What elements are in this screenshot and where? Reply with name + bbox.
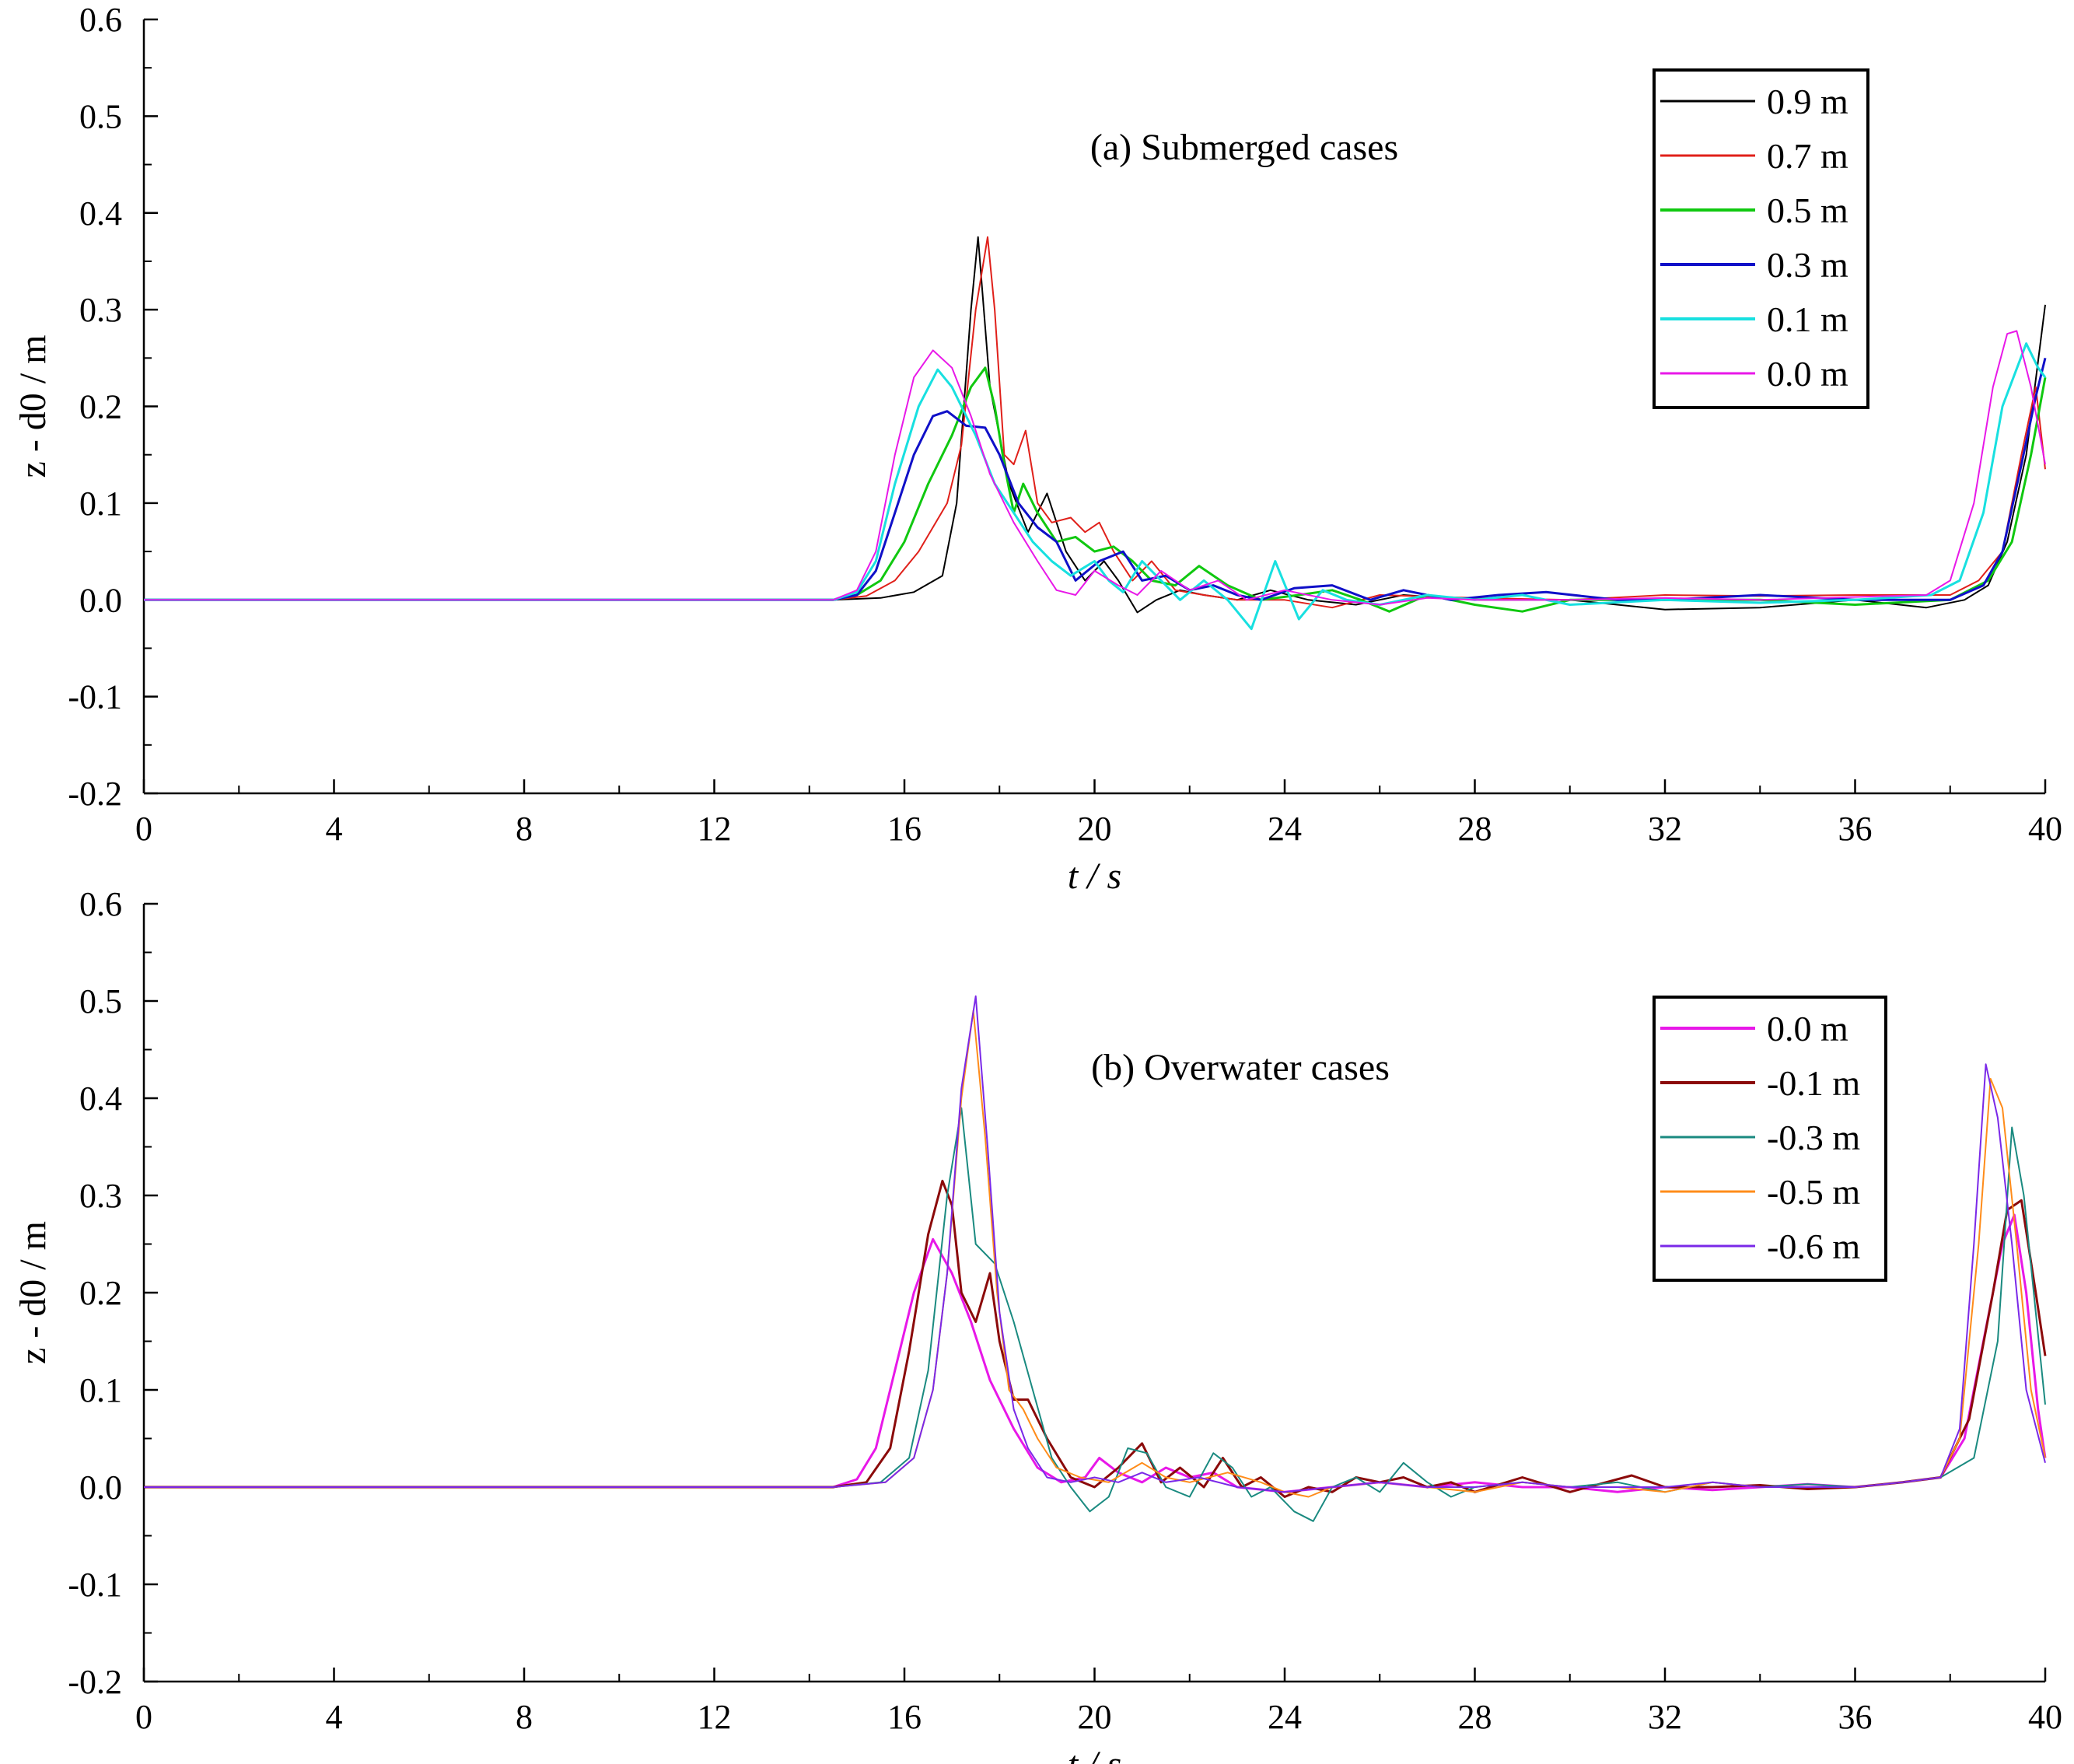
x-tick-label: 36 [1838, 810, 1873, 848]
chart-panel-b: -0.2 -0.1 0.0 0.1 0.2 0.3 0.4 0.5 0.6 0 4 8 12 16 20 24… [12, 885, 2062, 1764]
x-axis-title: t / s [1068, 1744, 1121, 1764]
y-tick-label: 0.1 [79, 1371, 122, 1409]
legend-label: 0.3 m [1767, 245, 1848, 285]
y-tick-label: 0.5 [79, 97, 122, 135]
y-axis-title: z - d0 / m [12, 1221, 54, 1364]
legend-label: 0.0 m [1767, 354, 1848, 394]
y-tick-label: -0.2 [68, 775, 122, 813]
legend-box [1653, 68, 1869, 409]
y-tick-label: 0.4 [79, 1080, 122, 1118]
x-tick-label: 28 [1458, 1698, 1492, 1736]
legend-label: 0.1 m [1767, 299, 1848, 339]
y-tick-label: 0.3 [79, 291, 122, 329]
x-tick-label: 0 [135, 1698, 152, 1736]
series-line-4 [144, 342, 2047, 631]
x-tick-label: 4 [326, 810, 343, 848]
panel-annotation: (b) Overwater cases [1091, 1047, 1390, 1088]
y-tick-label: -0.1 [68, 1566, 122, 1604]
x-tick-label: 20 [1078, 810, 1112, 848]
x-tick-label: 16 [887, 1698, 922, 1736]
y-tick-label: 0.6 [79, 1, 122, 39]
x-tick-label: 32 [1648, 1698, 1682, 1736]
series-line-4 [144, 995, 2046, 1493]
x-tick-label: 40 [2028, 1698, 2062, 1736]
x-tick-label: 8 [516, 810, 533, 848]
x-tick-label: 24 [1268, 1698, 1302, 1736]
x-tick-label: 40 [2028, 810, 2062, 848]
x-tick-label: 16 [887, 810, 922, 848]
chart-panel-a: -0.2 -0.1 0.0 0.1 0.2 0.3 0.4 0.5 0.6 0 4 8 12 16 20 24… [12, 1, 2062, 897]
y-tick-label: 0.6 [79, 885, 122, 923]
x-tick-label: 4 [326, 1698, 343, 1736]
legend-label: 0.5 m [1767, 191, 1848, 230]
x-tick-label: 20 [1078, 1698, 1112, 1736]
legend-label: -0.6 m [1767, 1227, 1860, 1266]
series-line-0 [144, 236, 2046, 614]
y-tick-label: 0.2 [79, 1274, 122, 1312]
y-tick-label: 0.3 [79, 1177, 122, 1215]
x-tick-label: 32 [1648, 810, 1682, 848]
legend-label: 0.7 m [1767, 136, 1848, 176]
series-line-3 [144, 357, 2047, 601]
y-axis-title: z - d0 / m [12, 335, 54, 478]
series-line-5 [144, 330, 2046, 606]
y-tick-label: 0.1 [79, 485, 122, 523]
x-axis-title: t / s [1068, 856, 1121, 897]
x-tick-label: 12 [698, 810, 732, 848]
x-tick-label: 8 [516, 1698, 533, 1736]
legend-label: -0.5 m [1767, 1172, 1860, 1212]
panel-annotation: (a) Submerged cases [1090, 127, 1398, 168]
legend-label: 0.0 m [1767, 1009, 1848, 1048]
x-tick-label: 28 [1458, 810, 1492, 848]
y-tick-label: -0.1 [68, 678, 122, 716]
x-tick-label: 0 [135, 810, 152, 848]
y-tick-label: 0.0 [79, 581, 122, 619]
legend-label: 0.9 m [1767, 82, 1848, 121]
legend-label: -0.1 m [1767, 1063, 1860, 1103]
x-tick-label: 12 [698, 1698, 732, 1736]
y-tick-label: -0.2 [68, 1663, 122, 1701]
x-tick-label: 36 [1838, 1698, 1873, 1736]
legend-box [1653, 996, 1887, 1282]
y-tick-label: 0.2 [79, 388, 122, 426]
x-tick-label: 24 [1268, 810, 1302, 848]
legend-label: -0.3 m [1767, 1118, 1860, 1157]
y-tick-label: 0.4 [79, 194, 122, 233]
y-tick-label: 0.0 [79, 1468, 122, 1507]
y-tick-label: 0.5 [79, 982, 122, 1020]
